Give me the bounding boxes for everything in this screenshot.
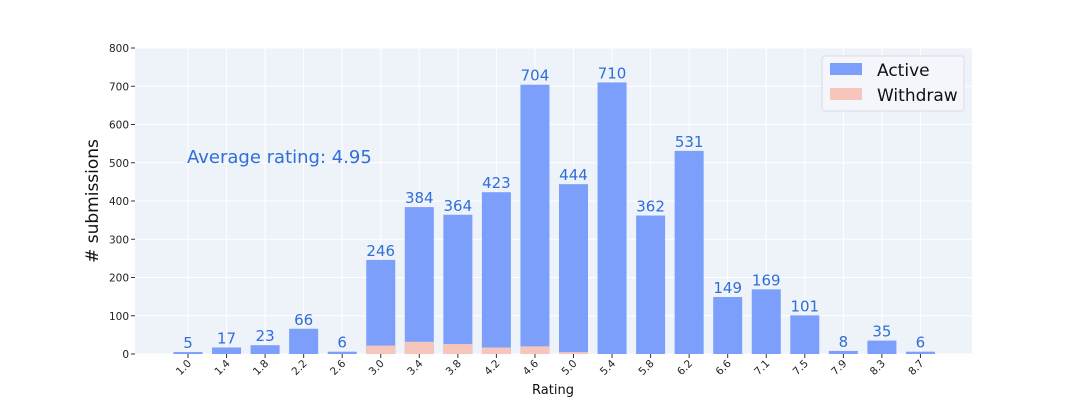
legend-swatch-active: [830, 63, 862, 75]
x-tick-label: 6.2: [675, 358, 695, 378]
y-tick-label: 600: [109, 120, 129, 132]
bar-active: [828, 350, 858, 354]
bar-active: [327, 351, 357, 354]
bar-value-label: 23: [256, 327, 275, 345]
x-tick-label: 2.2: [289, 358, 309, 378]
y-tick-label: 300: [109, 234, 129, 246]
bar-active: [790, 315, 820, 354]
bar-active: [636, 215, 666, 354]
bar-active: [905, 351, 935, 354]
bar-active: [751, 289, 781, 354]
bar-withdraw: [404, 341, 434, 354]
y-axis: 0 100 200 300 400 500 600 700 800: [109, 43, 135, 361]
bar-active: [867, 340, 897, 354]
x-tick-label: 7.5: [791, 358, 811, 378]
bar-value-label: 6: [337, 334, 347, 352]
y-tick-label: 200: [109, 273, 129, 285]
bar-active: [597, 82, 627, 355]
bar-value-label: 66: [294, 311, 313, 329]
bar-active: [713, 297, 743, 354]
legend: Active Withdraw: [821, 55, 965, 112]
bar-value-label: 444: [559, 166, 588, 184]
x-tick-label: 6.6: [714, 357, 735, 378]
y-tick-label: 700: [109, 81, 129, 93]
x-tick-label: 4.6: [521, 357, 542, 378]
bar-withdraw: [366, 345, 396, 354]
legend-label-active: Active: [877, 61, 930, 81]
bar-value-label: 35: [872, 323, 891, 341]
bar-withdraw: [520, 346, 550, 354]
y-tick-label: 500: [109, 158, 129, 170]
x-tick-label: 3.4: [405, 357, 426, 378]
x-tick-label: 5.4: [598, 357, 619, 378]
bar-value-label: 101: [790, 297, 819, 315]
bar-value-label: 17: [217, 329, 236, 347]
average-rating-annotation: Average rating: 4.95: [187, 147, 372, 168]
y-tick-label: 100: [109, 311, 129, 323]
x-tick-label: 1.4: [212, 357, 233, 378]
bar-value-label: 384: [405, 189, 434, 207]
bar-active: [289, 328, 319, 354]
bar-active: [674, 150, 704, 354]
bar-value-label: 149: [713, 279, 742, 297]
y-tick-label: 400: [109, 196, 129, 208]
bar-active: [404, 207, 434, 354]
bar-withdraw: [559, 352, 588, 354]
x-tick-label: 7.1: [752, 358, 772, 378]
x-tick-label: 1.0: [174, 358, 194, 378]
bar-withdraw: [443, 344, 473, 354]
bar-active: [173, 352, 203, 354]
bar-value-label: 423: [482, 174, 511, 192]
bar-active: [250, 345, 280, 354]
x-tick-label: 2.6: [328, 357, 349, 378]
x-axis-label: Rating: [532, 383, 574, 398]
bar-active: [559, 184, 588, 354]
x-tick-label: 8.3: [868, 358, 888, 378]
legend-label-withdraw: Withdraw: [877, 86, 958, 106]
bar-value-label: 8: [839, 333, 849, 351]
bar-value-label: 6: [916, 334, 926, 352]
y-tick-label: 0: [122, 349, 129, 361]
bar-active: [520, 84, 550, 354]
x-tick-label: 1.8: [251, 358, 271, 378]
x-tick-label: 3.8: [444, 358, 464, 378]
bar-withdraw: [481, 347, 511, 354]
bar-active: [366, 259, 396, 354]
bar-value-label: 246: [366, 242, 395, 260]
bar-value-label: 362: [636, 198, 665, 216]
bar-value-label: 704: [521, 67, 550, 85]
x-tick-label: 3.0: [367, 358, 387, 378]
x-tick-label: 5.0: [559, 358, 579, 378]
legend-swatch-withdraw: [830, 88, 862, 100]
bar-value-label: 364: [444, 197, 473, 215]
bar-value-label: 5: [183, 334, 193, 352]
bar-active: [481, 192, 511, 354]
bar-value-label: 169: [752, 271, 781, 289]
x-axis: 1.0 1.4 1.8 2.2 2.6 3.0 3.4 3.8 4.2 4.6 5.0 5.4 5.8 6…: [174, 354, 927, 378]
x-tick-label: 7.9: [829, 358, 849, 378]
bar-value-label: 531: [675, 133, 704, 151]
bar-active: [212, 347, 242, 354]
x-tick-label: 5.8: [636, 358, 656, 378]
y-tick-label: 800: [109, 43, 129, 55]
x-tick-label: 8.7: [906, 358, 926, 378]
x-tick-label: 4.2: [482, 358, 502, 378]
y-axis-label: # submissions: [83, 139, 103, 263]
bar-value-label: 710: [598, 64, 627, 82]
bar-active: [443, 214, 473, 354]
